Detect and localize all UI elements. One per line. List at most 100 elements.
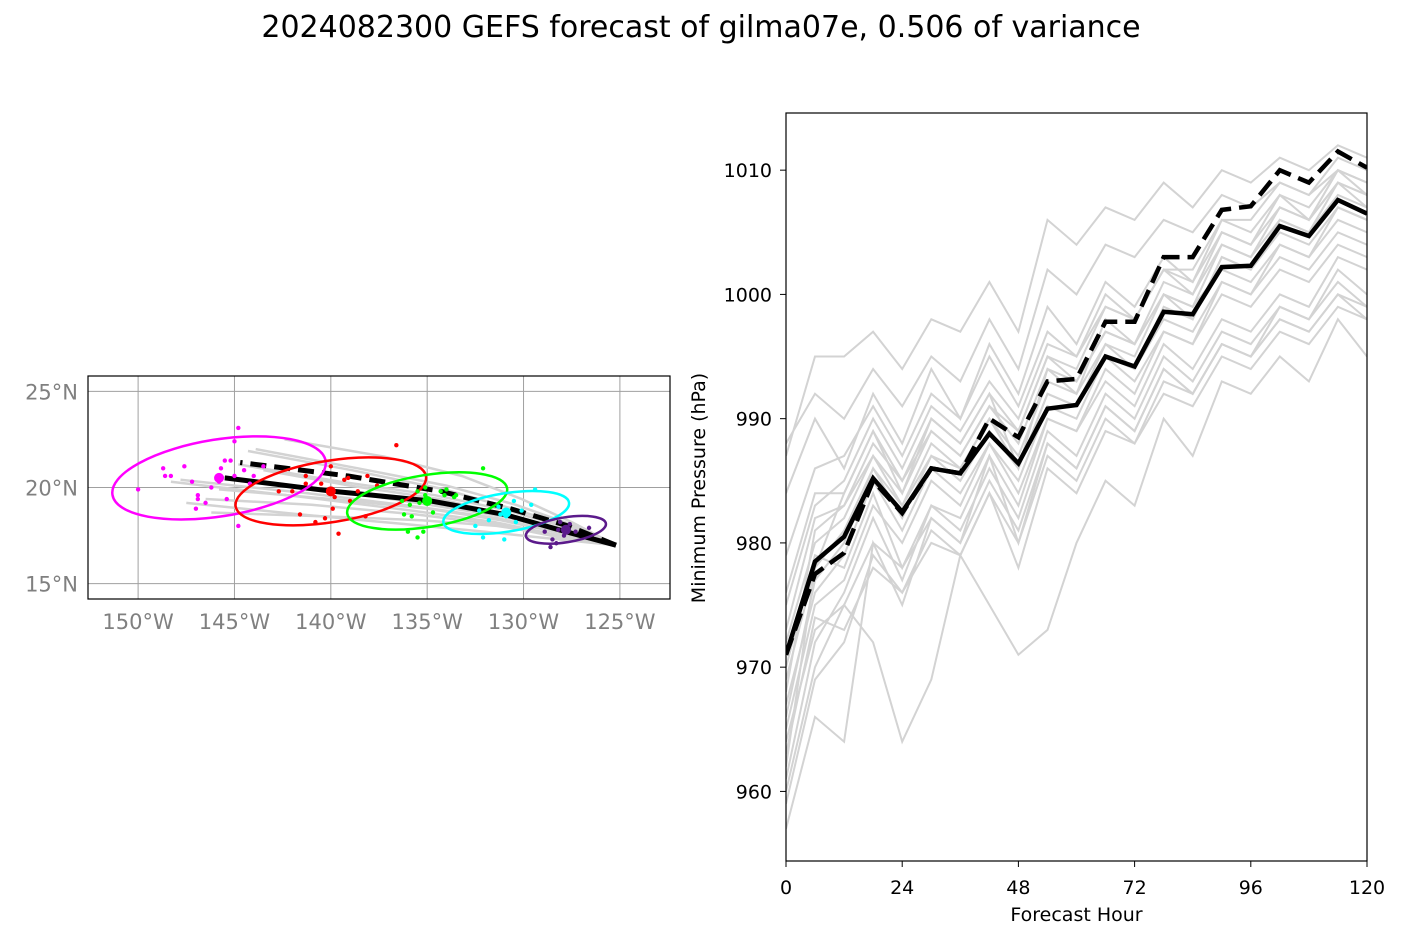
pressure-xtick-label: 96 bbox=[1239, 877, 1263, 899]
map-ytick-label: 15°N bbox=[25, 573, 78, 597]
pressure-xtick-label: 120 bbox=[1349, 877, 1385, 899]
cluster-point bbox=[345, 475, 351, 481]
pressure-xtick-label: 48 bbox=[1006, 877, 1030, 899]
pressure-ytick-label: 980 bbox=[736, 533, 772, 555]
cluster-center bbox=[560, 524, 571, 535]
cluster-point bbox=[328, 464, 334, 469]
cluster-point bbox=[557, 519, 563, 525]
ensemble-track bbox=[255, 447, 617, 547]
cluster-point bbox=[415, 489, 420, 494]
cluster-point bbox=[480, 466, 486, 471]
cluster-point bbox=[513, 519, 519, 525]
cluster-point bbox=[586, 525, 592, 531]
cluster-point bbox=[548, 544, 553, 550]
cluster-point bbox=[502, 537, 507, 542]
map-xtick-label: 125°W bbox=[584, 610, 656, 634]
track-map-panel: 150°W 145°W 140°W 135°W 130°W 125°W 15°N 20°N 25… bbox=[25, 375, 671, 634]
cluster-point bbox=[236, 425, 241, 431]
ensemble-pressure-line bbox=[786, 144, 1367, 457]
cluster-point bbox=[195, 492, 201, 498]
cluster-point bbox=[189, 479, 195, 484]
ensemble-pressure-line bbox=[786, 317, 1367, 792]
pressure-xlabel: Forecast Hour bbox=[1010, 904, 1142, 926]
ensemble-pressure-line bbox=[786, 255, 1367, 705]
mean-track-solid bbox=[224, 475, 617, 548]
cluster-point bbox=[421, 529, 426, 534]
cluster-point bbox=[261, 464, 266, 469]
cluster-point bbox=[409, 514, 414, 519]
pressure-xtick-label: 72 bbox=[1123, 877, 1147, 899]
map-frame bbox=[87, 375, 671, 600]
cluster-point bbox=[222, 458, 228, 463]
cluster-point bbox=[442, 492, 447, 498]
pressure-ytick-label: 960 bbox=[736, 781, 772, 803]
cluster-point bbox=[342, 477, 347, 483]
cluster-point bbox=[415, 535, 420, 540]
cluster-point bbox=[332, 494, 337, 500]
cluster-point bbox=[423, 485, 428, 490]
cluster-point bbox=[444, 487, 449, 492]
cluster-center bbox=[501, 507, 512, 518]
cluster-point bbox=[394, 443, 399, 448]
map-xtick-label: 135°W bbox=[391, 610, 463, 634]
ensemble-pressure-line bbox=[786, 156, 1367, 693]
cluster-point bbox=[556, 527, 561, 532]
map-xtick-label: 140°W bbox=[295, 610, 367, 634]
cluster-point bbox=[365, 473, 370, 479]
ensemble-pressure-line bbox=[786, 305, 1367, 805]
cluster-point bbox=[355, 489, 361, 494]
ensemble-pressure-line bbox=[786, 181, 1367, 643]
pressure-panel: 0 24 48 72 96 120 960 970 980 990 1000 1010 Forecast… bbox=[688, 112, 1385, 926]
cluster-point bbox=[496, 504, 501, 509]
pressure-ytick-label: 1010 bbox=[724, 160, 772, 182]
cluster-point bbox=[330, 506, 335, 511]
ensemble-track bbox=[284, 438, 617, 547]
cluster-point bbox=[241, 467, 247, 473]
cluster-point bbox=[168, 473, 174, 479]
mean-pressure-solid bbox=[786, 197, 1367, 656]
cluster-point bbox=[336, 531, 341, 536]
cluster-point bbox=[407, 502, 413, 508]
cluster-point bbox=[417, 500, 422, 506]
cluster-point bbox=[477, 508, 482, 513]
ensemble-pressure-line bbox=[786, 169, 1367, 445]
cluster-point bbox=[232, 473, 237, 479]
cluster-point bbox=[322, 516, 328, 521]
cluster-point bbox=[209, 485, 214, 490]
cluster-center bbox=[325, 486, 336, 497]
cluster-point bbox=[519, 508, 524, 513]
ensemble-pressure-line bbox=[786, 193, 1367, 556]
cluster-point bbox=[567, 521, 572, 527]
ensemble-track bbox=[205, 497, 617, 547]
ensemble-track bbox=[186, 501, 617, 547]
cluster-point bbox=[290, 489, 295, 494]
cluster-center bbox=[422, 495, 433, 506]
cluster-point bbox=[473, 523, 478, 529]
cluster-point bbox=[542, 529, 547, 534]
map-xtick-label: 145°W bbox=[199, 610, 271, 634]
cluster-center bbox=[214, 472, 225, 483]
cluster-point bbox=[303, 481, 308, 486]
cluster-point bbox=[399, 498, 405, 504]
cluster-point bbox=[318, 481, 324, 486]
pressure-xtick-label: 0 bbox=[780, 877, 792, 899]
map-ytick-label: 20°N bbox=[25, 477, 78, 501]
cluster-point bbox=[135, 487, 141, 492]
cluster-point bbox=[236, 523, 241, 529]
cluster-point bbox=[453, 492, 459, 498]
cluster-point bbox=[438, 489, 443, 494]
cluster-point bbox=[511, 498, 517, 504]
ensemble-pressure-line bbox=[786, 268, 1367, 755]
cluster-ellipse bbox=[345, 471, 509, 531]
cluster-point bbox=[232, 439, 237, 444]
ensemble-pressure-line bbox=[786, 206, 1367, 593]
cluster-point bbox=[486, 517, 492, 523]
cluster-point bbox=[160, 466, 166, 471]
cluster-point bbox=[573, 529, 578, 534]
map-ytick-label: 25°N bbox=[25, 380, 78, 404]
cluster-point bbox=[529, 502, 534, 508]
cluster-point bbox=[218, 466, 224, 471]
cluster-point bbox=[195, 496, 201, 502]
pressure-frame bbox=[785, 112, 1368, 862]
